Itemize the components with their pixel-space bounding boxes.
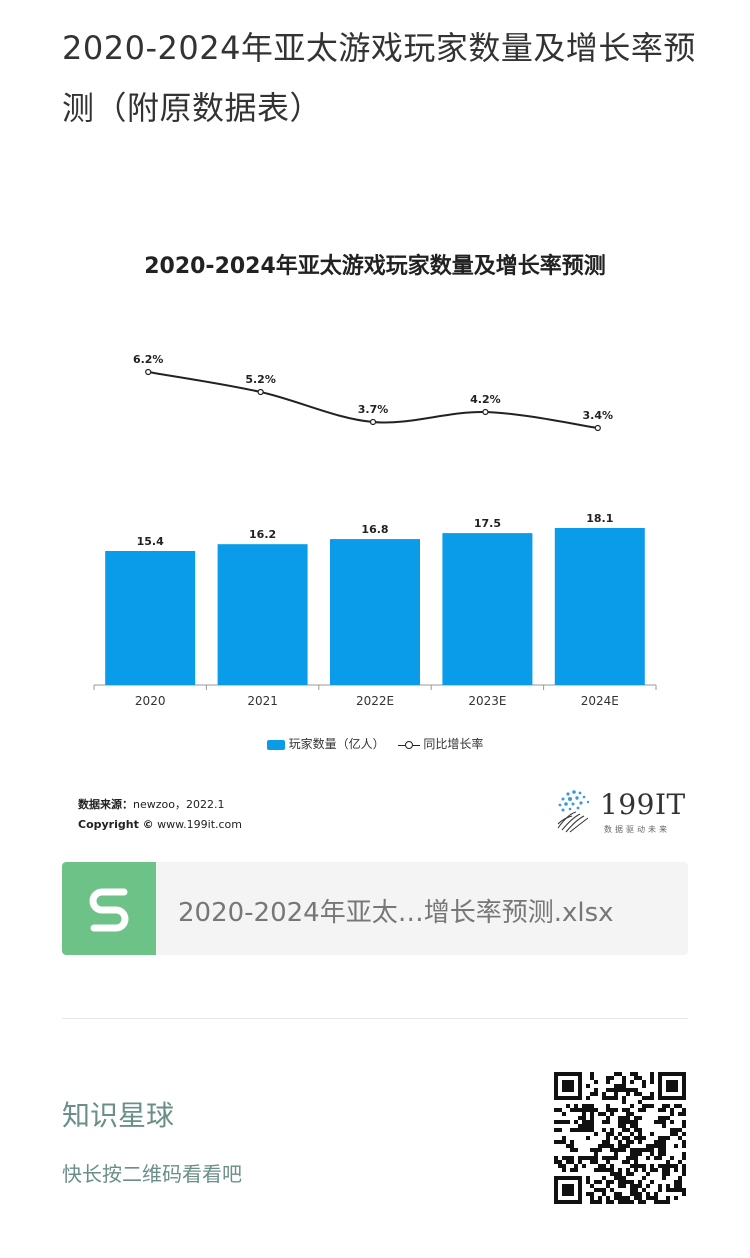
bar-2023E: [442, 533, 533, 685]
growth-rate-point: [482, 408, 489, 416]
bar-2024E: [554, 528, 645, 685]
promo-title: 知识星球: [62, 1099, 175, 1132]
file-name[interactable]: 2020-2024年亚太…增长率预测.xlsx: [178, 898, 614, 928]
chart-svg: 15.4 2020 16.2 2021 16.8 2022E 17.5 2023E 18.1 20…: [93, 353, 657, 708]
growth-rate-label: 3.4%: [583, 409, 614, 422]
bar-2021: [217, 544, 308, 685]
growth-rate-label: 3.7%: [358, 403, 389, 416]
bar-value-label: 16.8: [361, 523, 388, 536]
growth-rate-label: 4.2%: [470, 393, 501, 406]
brand-slogan: 数据驱动未来: [604, 825, 670, 834]
spreadsheet-s-icon: [62, 862, 156, 955]
legend-bar-label: 玩家数量（亿人）: [288, 737, 385, 751]
growth-rate-point: [145, 368, 152, 376]
section-divider: [62, 1018, 688, 1019]
growth-rate-label: 6.2%: [133, 353, 164, 366]
bar-value-label: 16.2: [249, 528, 276, 541]
brand-name: 199IT: [600, 788, 686, 821]
promo-subtitle: 快长按二维码看看吧: [62, 1162, 242, 1186]
copyright-label: Copyright ©: [78, 818, 154, 831]
chart-legend: 玩家数量（亿人） 同比增长率: [62, 735, 688, 752]
legend-line-swatch: [398, 740, 421, 750]
x-tick-label: 2020: [135, 694, 166, 708]
copyright-value: www.199it.com: [157, 818, 243, 831]
bar-2020: [105, 551, 196, 685]
growth-rate-point: [594, 424, 601, 432]
chart-source: 数据来源：newzoo，2022.1 Copyright © www.199it…: [78, 795, 242, 835]
growth-rate-point: [257, 388, 264, 396]
chart-figure: 15.4 2020 16.2 2021 16.8 2022E 17.5 2023E 18.1 20…: [62, 230, 688, 850]
bar-value-label: 18.1: [586, 512, 613, 525]
bar-2022E: [330, 539, 420, 685]
source-label: 数据来源：: [78, 798, 133, 811]
growth-rate-label: 5.2%: [245, 373, 276, 386]
legend-bar-swatch: [266, 739, 285, 750]
bar-value-label: 17.5: [474, 517, 501, 530]
chart-title: 2020-2024年亚太游戏玩家数量及增长率预测: [144, 254, 606, 279]
brand-logo: 199IT 数据驱动未来: [554, 788, 688, 838]
growth-rate-point: [369, 418, 377, 426]
x-tick-label: 2024E: [581, 694, 619, 708]
brand-dandelion-icon: [557, 790, 590, 833]
qr-code-icon[interactable]: [554, 1072, 686, 1204]
x-tick-label: 2023E: [468, 694, 506, 708]
file-attachment-card[interactable]: 2020-2024年亚太…增长率预测.xlsx: [62, 862, 688, 955]
article-title: 2020-2024年亚太游戏玩家数量及增长率预测（附原数据表）: [62, 29, 696, 127]
source-value: newzoo，2022.1: [133, 798, 225, 811]
legend-line-label: 同比增长率: [423, 737, 484, 751]
bar-value-label: 15.4: [137, 535, 164, 548]
x-tick-label: 2022E: [356, 694, 394, 708]
x-tick-label: 2021: [247, 694, 278, 708]
